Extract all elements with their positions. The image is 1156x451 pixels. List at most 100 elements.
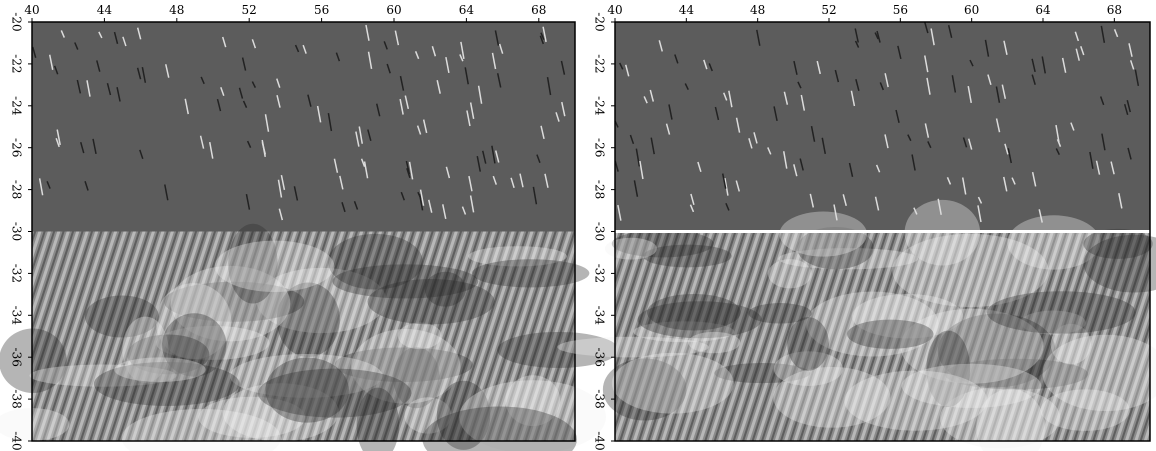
streak bbox=[924, 22, 929, 34]
y-tick-label: -26 bbox=[10, 138, 24, 157]
texture-blob bbox=[773, 366, 891, 428]
y-tick-label: -34 bbox=[593, 306, 607, 326]
streak bbox=[767, 147, 772, 155]
streak bbox=[773, 106, 778, 122]
y-tick-label: -32 bbox=[10, 264, 24, 283]
streak bbox=[355, 131, 360, 147]
streak bbox=[927, 141, 932, 149]
streak bbox=[797, 81, 802, 89]
streak bbox=[293, 186, 299, 201]
streak bbox=[834, 69, 840, 83]
x-tick-label: 52 bbox=[821, 3, 836, 17]
texture-blob bbox=[459, 380, 606, 451]
streak bbox=[339, 175, 344, 190]
texture-blob bbox=[633, 321, 735, 343]
streak bbox=[962, 137, 968, 148]
streak bbox=[617, 204, 622, 221]
streak bbox=[367, 129, 372, 142]
texture-blob bbox=[228, 223, 278, 304]
streak bbox=[735, 180, 741, 192]
streak bbox=[1007, 148, 1012, 164]
streak bbox=[353, 200, 359, 210]
streak bbox=[782, 151, 788, 169]
streak bbox=[1001, 84, 1007, 99]
streak bbox=[431, 46, 437, 57]
streak bbox=[276, 78, 281, 88]
streak bbox=[855, 78, 860, 92]
texture-blob bbox=[0, 328, 67, 393]
streak bbox=[658, 40, 663, 52]
streak bbox=[460, 41, 465, 59]
streak bbox=[510, 177, 515, 189]
x-tick-label: 68 bbox=[1107, 3, 1122, 17]
streak bbox=[92, 138, 97, 155]
streak bbox=[98, 31, 103, 39]
streak bbox=[668, 104, 673, 120]
streak bbox=[650, 137, 655, 155]
y-tick-label: -32 bbox=[593, 264, 607, 283]
streak bbox=[491, 145, 496, 164]
texture-blob bbox=[404, 397, 452, 434]
x-tick-label: 48 bbox=[169, 3, 184, 17]
streak bbox=[1031, 74, 1036, 85]
streak bbox=[38, 178, 44, 196]
streak bbox=[969, 59, 974, 67]
streak bbox=[418, 193, 424, 211]
streak bbox=[419, 189, 425, 206]
y-tick-label: -24 bbox=[593, 96, 607, 116]
streak bbox=[697, 161, 702, 173]
streak bbox=[278, 208, 284, 221]
texture-blob bbox=[93, 361, 240, 406]
streak bbox=[445, 166, 451, 179]
texture-blob bbox=[84, 295, 159, 338]
texture-blob bbox=[797, 227, 874, 270]
streak bbox=[1123, 104, 1129, 116]
streak bbox=[209, 142, 214, 159]
streak bbox=[80, 141, 85, 154]
streak bbox=[1129, 60, 1135, 70]
y-tick-label: -28 bbox=[593, 180, 607, 199]
streak bbox=[1041, 56, 1047, 74]
streak bbox=[926, 77, 931, 95]
y-tick-label: -34 bbox=[10, 306, 24, 326]
texture-blob bbox=[643, 244, 732, 268]
x-tick-label: 48 bbox=[750, 3, 765, 17]
y-tick-label: -36 bbox=[10, 348, 24, 367]
y-tick-label: -20 bbox=[593, 12, 607, 31]
streak bbox=[264, 114, 270, 132]
streak bbox=[753, 132, 758, 144]
texture-blob bbox=[214, 240, 335, 292]
streak bbox=[399, 75, 405, 91]
streak bbox=[251, 81, 257, 88]
streak bbox=[619, 62, 624, 70]
y-tick-label: -30 bbox=[593, 222, 607, 241]
streak bbox=[540, 125, 545, 140]
x-tick-label: 56 bbox=[314, 3, 329, 17]
streak bbox=[96, 60, 101, 72]
streak bbox=[491, 52, 497, 70]
texture-blob bbox=[901, 363, 1042, 408]
y-tick-label: -22 bbox=[10, 54, 24, 73]
streak bbox=[810, 125, 816, 142]
streak bbox=[555, 112, 560, 122]
texture-blob bbox=[356, 387, 400, 451]
texture-blob bbox=[397, 322, 442, 350]
streak bbox=[494, 30, 500, 46]
streak bbox=[1038, 209, 1043, 223]
streak bbox=[1074, 31, 1080, 42]
streak bbox=[1126, 99, 1131, 113]
streak bbox=[220, 87, 225, 96]
streak bbox=[561, 101, 566, 117]
streak bbox=[31, 46, 37, 58]
streak bbox=[468, 175, 473, 192]
streak bbox=[476, 155, 482, 172]
streak bbox=[1099, 96, 1105, 106]
streak bbox=[164, 184, 169, 201]
texture-blob bbox=[611, 352, 734, 414]
streak bbox=[136, 27, 142, 40]
texture-blob bbox=[127, 334, 210, 375]
streak bbox=[86, 80, 91, 97]
texture-blob bbox=[265, 357, 349, 423]
streak bbox=[276, 94, 281, 108]
x-tick-label: 40 bbox=[24, 3, 39, 17]
